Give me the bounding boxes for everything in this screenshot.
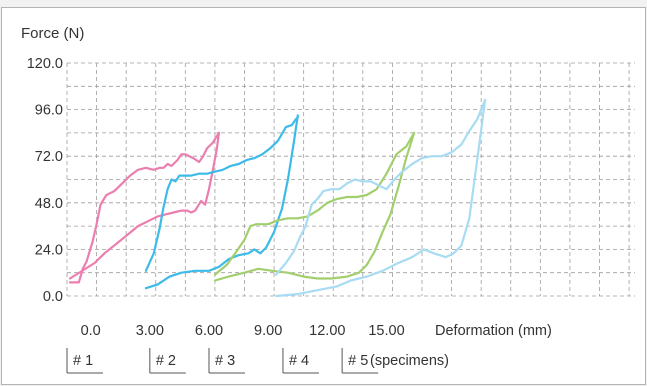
series-line-7 xyxy=(275,98,487,276)
x-tick-label: 0.0 xyxy=(81,323,101,339)
series-line-2 xyxy=(68,131,220,280)
x-tick-label: 12.00 xyxy=(309,323,345,339)
series-line-6 xyxy=(213,131,416,282)
specimen-text: # 5 xyxy=(348,353,368,369)
y-tick-label: 24.0 xyxy=(35,242,63,258)
x-tick-label: 6.00 xyxy=(195,323,223,339)
specimen-text: # 3 xyxy=(215,353,235,369)
chart-panel: Force (N) Deformation (mm) 0.0 24.0 48.0 72… xyxy=(1,7,646,385)
y-tick-labels: 0.0 24.0 48.0 72.0 96.0 120.0 xyxy=(27,56,63,305)
series-line-1 xyxy=(68,131,220,284)
specimen-label: # 1 xyxy=(66,348,103,374)
specimen-text: # 1 xyxy=(73,353,93,369)
y-tick-label: 48.0 xyxy=(35,196,63,212)
specimen-label: # 4 xyxy=(282,348,319,374)
x-tick-labels: 0.0 3.00 6.00 9.00 12.00 15.00 xyxy=(81,323,405,339)
x-axis-label: Deformation (mm) xyxy=(435,323,552,339)
specimen-label: # 2 xyxy=(149,348,186,374)
x-tick-label: 3.00 xyxy=(136,323,164,339)
specimens-caption: (specimens) xyxy=(370,353,449,369)
grid xyxy=(66,62,635,297)
series-layer xyxy=(68,98,487,298)
y-tick-label: 96.0 xyxy=(35,103,63,119)
specimen-label: # 5 xyxy=(341,348,379,374)
specimen-text: # 4 xyxy=(289,353,309,369)
specimen-text: # 2 xyxy=(156,353,176,369)
y-tick-label: 0.0 xyxy=(43,289,63,305)
axis-labels: Force (N) Deformation (mm) xyxy=(21,25,552,339)
series-line-8 xyxy=(275,98,487,298)
y-axis-label: Force (N) xyxy=(21,25,84,42)
series-line-4 xyxy=(144,114,299,290)
series-line-3 xyxy=(144,116,299,272)
y-tick-label: 120.0 xyxy=(27,56,63,72)
x-tick-label: 15.00 xyxy=(368,323,404,339)
y-tick-label: 72.0 xyxy=(35,149,63,165)
x-tick-label: 9.00 xyxy=(254,323,282,339)
force-deformation-chart: Force (N) Deformation (mm) 0.0 24.0 48.0 72… xyxy=(21,25,635,374)
specimen-label: # 3 xyxy=(208,348,245,374)
specimen-labels: # 1 # 2 # 3 # 4 # 5 xyxy=(66,348,379,374)
